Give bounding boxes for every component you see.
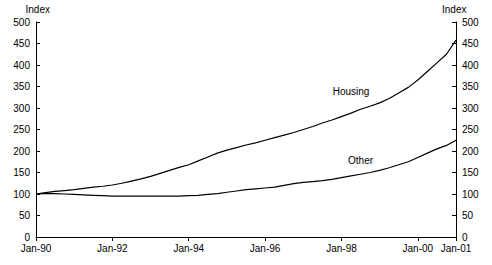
svg-text:Index: Index xyxy=(442,4,466,15)
svg-text:500: 500 xyxy=(13,17,30,28)
svg-text:0: 0 xyxy=(24,232,30,243)
svg-text:100: 100 xyxy=(13,189,30,200)
svg-text:400: 400 xyxy=(462,60,479,71)
svg-text:Housing: Housing xyxy=(333,86,370,97)
svg-text:300: 300 xyxy=(462,103,479,114)
svg-text:50: 50 xyxy=(462,210,474,221)
svg-text:350: 350 xyxy=(13,81,30,92)
svg-text:300: 300 xyxy=(13,103,30,114)
svg-text:Other: Other xyxy=(348,155,374,166)
svg-text:100: 100 xyxy=(462,189,479,200)
svg-text:250: 250 xyxy=(462,124,479,135)
svg-text:Jan-94: Jan-94 xyxy=(173,243,204,254)
svg-text:Jan-00: Jan-00 xyxy=(403,243,434,254)
svg-text:Jan-96: Jan-96 xyxy=(250,243,281,254)
svg-text:200: 200 xyxy=(13,146,30,157)
svg-text:Jan-01: Jan-01 xyxy=(441,243,472,254)
svg-text:Jan-90: Jan-90 xyxy=(21,243,52,254)
svg-text:150: 150 xyxy=(462,167,479,178)
svg-text:Jan-98: Jan-98 xyxy=(326,243,357,254)
svg-text:400: 400 xyxy=(13,60,30,71)
svg-text:450: 450 xyxy=(13,38,30,49)
svg-text:Jan-92: Jan-92 xyxy=(97,243,128,254)
svg-text:50: 50 xyxy=(19,210,31,221)
svg-text:200: 200 xyxy=(462,146,479,157)
svg-text:150: 150 xyxy=(13,167,30,178)
svg-text:500: 500 xyxy=(462,17,479,28)
svg-text:250: 250 xyxy=(13,124,30,135)
svg-text:350: 350 xyxy=(462,81,479,92)
svg-text:0: 0 xyxy=(462,232,468,243)
svg-text:450: 450 xyxy=(462,38,479,49)
svg-text:Index: Index xyxy=(26,4,50,15)
